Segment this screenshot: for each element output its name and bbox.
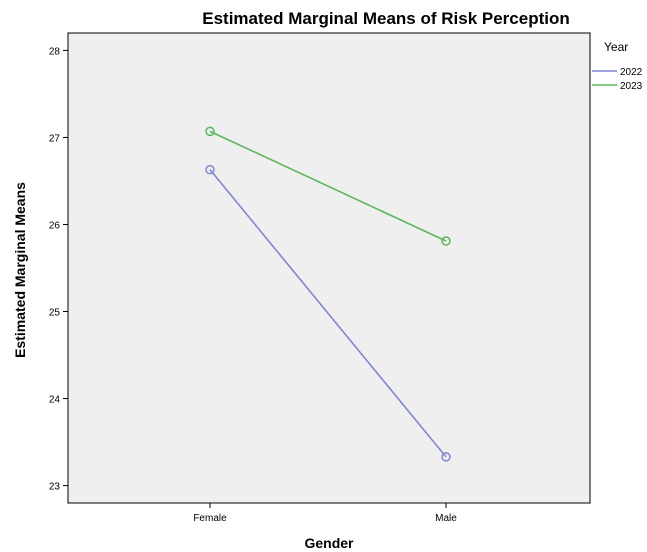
y-tick-label: 27: [49, 133, 61, 144]
legend: Year 2022 2023: [592, 40, 643, 92]
plot-area: [67, 32, 591, 504]
x-tick-label: Female: [193, 513, 227, 524]
series-layer: [205, 126, 451, 462]
series-line-2023: [209, 130, 447, 242]
y-axis-label: Estimated Marginal Means: [12, 182, 28, 358]
y-tick-label: 26: [49, 220, 61, 231]
chart-title: Estimated Marginal Means of Risk Percept…: [202, 9, 569, 28]
x-axis: Female Male: [193, 503, 457, 524]
y-tick-label: 25: [49, 308, 61, 319]
x-axis-label: Gender: [304, 535, 354, 551]
data-point-2022-male: [441, 452, 451, 462]
data-point-2023-male: [441, 236, 451, 246]
series-line-2022: [209, 169, 447, 458]
y-axis: 23 24 25 26 27 28: [49, 46, 68, 493]
data-point-2022-female: [205, 164, 215, 175]
y-tick-label: 24: [49, 395, 61, 406]
legend-label-2022: 2022: [620, 67, 643, 78]
y-tick-label: 23: [49, 482, 61, 493]
legend-title: Year: [604, 40, 628, 54]
y-tick-label: 28: [49, 46, 61, 57]
x-tick-label: Male: [435, 513, 457, 524]
legend-label-2023: 2023: [620, 81, 643, 92]
data-point-2023-female: [205, 126, 215, 137]
